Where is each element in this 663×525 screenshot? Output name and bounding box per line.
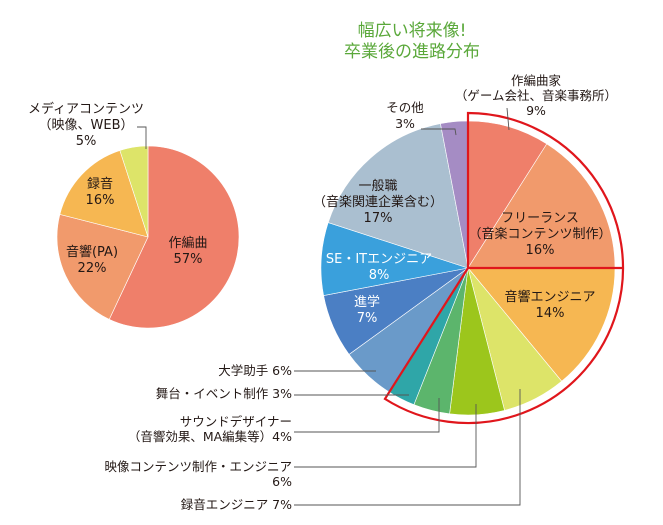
slice-label: 9% <box>526 103 546 118</box>
pie-slice <box>108 145 240 329</box>
slice-label: 舞台・イベント制作 3% <box>156 386 292 401</box>
pie-slice <box>467 267 616 382</box>
chart-title-right: 卒業後の進路分布 <box>344 42 480 62</box>
pie-slice <box>56 214 149 320</box>
slice-label: 音響(PA) <box>66 244 118 260</box>
pie-slice <box>467 143 616 269</box>
slice-label: 3% <box>395 116 415 131</box>
slice-label: 17% <box>364 211 393 226</box>
slice-label: メディアコンテンツ <box>28 101 144 117</box>
leader-line <box>506 107 510 131</box>
slice-label: （ゲーム会社、音楽事務所） <box>455 88 617 103</box>
slice-label: 音響エンジニア <box>504 289 595 305</box>
pie-slice <box>119 145 149 238</box>
slice-label: 57% <box>174 252 203 267</box>
slice-label: 作編曲 <box>168 235 207 251</box>
slice-label: その他 <box>386 100 424 115</box>
slice-label: 6% <box>272 474 292 489</box>
slice-label: 7% <box>357 311 378 326</box>
leader-line <box>137 126 147 149</box>
slice-label: 作編曲家 <box>511 73 562 88</box>
slice-label: 14% <box>536 306 565 321</box>
slice-label: 8% <box>369 268 390 283</box>
pie-slice <box>59 150 149 238</box>
slice-label: 大学助手 6% <box>218 363 292 378</box>
leader-line <box>421 128 457 136</box>
slice-label: 映像コンテンツ制作・エンジニア <box>104 459 292 474</box>
slice-label: SE・ITエンジニア <box>326 252 432 267</box>
slice-label: 録音エンジニア 7% <box>181 497 292 512</box>
highlight-outline <box>383 111 625 425</box>
slice-label: （音響効果、MA編集等）4% <box>128 429 292 444</box>
slice-label: 進学 <box>354 294 380 310</box>
slice-label: サウンドデザイナー <box>180 414 292 429</box>
pie-slice <box>327 123 469 269</box>
slice-label: 録音 <box>87 176 113 192</box>
slice-label: 16% <box>86 193 115 208</box>
slice-label: （音楽コンテンツ制作） <box>468 226 611 242</box>
slice-label: （映像、WEB） <box>39 118 134 133</box>
leader-line <box>294 389 521 506</box>
chart-title-right: 幅広い将来像! <box>358 21 467 41</box>
slice-label: フリーランス <box>501 211 579 226</box>
slice-label: 5% <box>76 134 97 149</box>
slice-label: （音楽関連企業含む） <box>313 194 443 210</box>
slice-label: 一般職 <box>358 178 397 194</box>
leader-line <box>294 398 440 433</box>
slice-label: 16% <box>526 243 555 258</box>
slice-label: 22% <box>78 261 107 276</box>
leader-line <box>294 404 477 468</box>
